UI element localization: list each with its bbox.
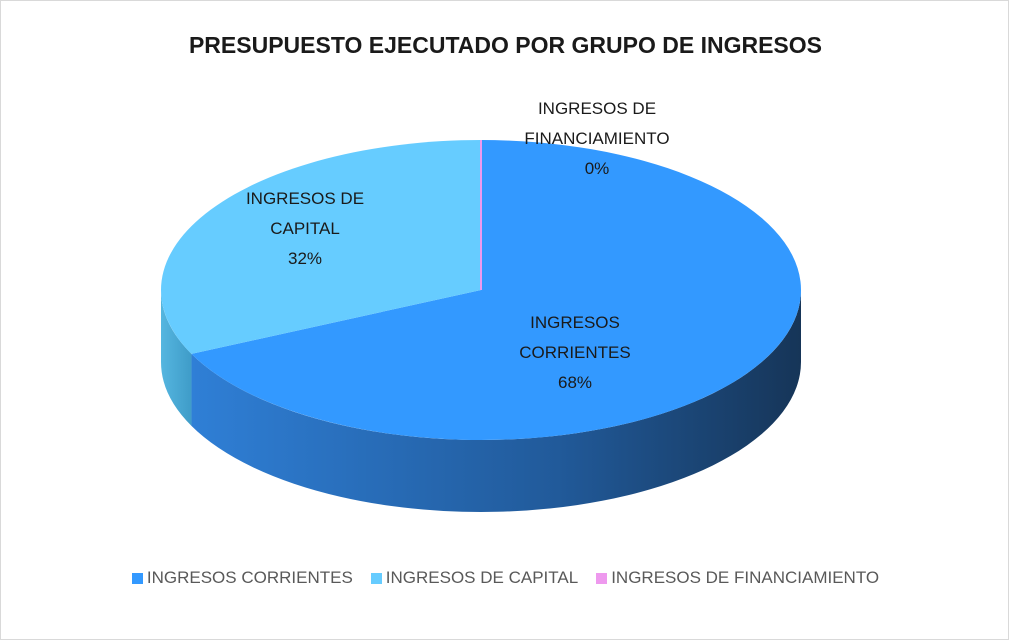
data-label: INGRESOS CORRIENTES 68% bbox=[513, 308, 638, 398]
pie bbox=[161, 140, 802, 512]
slice-side bbox=[161, 290, 192, 426]
data-label-category: INGRESOS DE FINANCIAMIENTO bbox=[524, 99, 670, 148]
legend-label: INGRESOS CORRIENTES bbox=[146, 568, 353, 587]
data-label-value: 68% bbox=[557, 373, 593, 392]
legend-label: INGRESOS DE CAPITAL bbox=[385, 568, 579, 587]
slice bbox=[191, 140, 802, 440]
legend-item: INGRESOS CORRIENTES bbox=[131, 568, 353, 588]
slice-side bbox=[191, 290, 802, 512]
data-label: INGRESOS DE FINANCIAMIENTO 0% bbox=[517, 94, 677, 184]
legend-label: INGRESOS DE FINANCIAMIENTO bbox=[611, 568, 880, 587]
legend-item: INGRESOS DE CAPITAL bbox=[370, 568, 579, 588]
legend-swatch bbox=[131, 572, 143, 584]
data-label-category: INGRESOS DE CAPITAL bbox=[245, 189, 365, 238]
data-label-category: INGRESOS CORRIENTES bbox=[519, 313, 631, 362]
data-label-value: 0% bbox=[584, 159, 610, 178]
legend-swatch bbox=[370, 572, 382, 584]
data-label: INGRESOS DE CAPITAL 32% bbox=[230, 184, 380, 274]
legend: INGRESOS CORRIENTES INGRESOS DE CAPITAL IN… bbox=[0, 568, 1011, 588]
legend-item: INGRESOS DE FINANCIAMIENTO bbox=[596, 568, 879, 588]
legend-swatch bbox=[596, 572, 608, 584]
data-label-value: 32% bbox=[287, 249, 323, 268]
chart-title: PRESUPUESTO EJECUTADO POR GRUPO DE INGRE… bbox=[188, 32, 823, 58]
slice bbox=[161, 140, 482, 354]
